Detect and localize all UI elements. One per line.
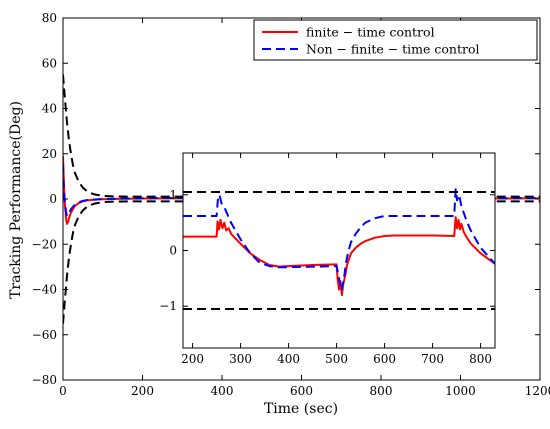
main-x-tick-label: 1000 bbox=[445, 384, 476, 398]
main-y-tick-label: 20 bbox=[42, 147, 57, 161]
y-axis-label: Tracking Performance(Deg) bbox=[8, 101, 24, 299]
inset-x-tick-label: 400 bbox=[277, 352, 300, 366]
inset-series-line-0 bbox=[183, 216, 495, 297]
main-x-tick-label: 1200 bbox=[525, 384, 550, 398]
x-axis-label: Time (sec) bbox=[264, 401, 338, 417]
legend-box bbox=[253, 19, 538, 61]
inset-x-tick-label: 300 bbox=[229, 352, 252, 366]
main-y-tick-label: 40 bbox=[42, 102, 57, 116]
inset-x-tick-label: 500 bbox=[325, 352, 348, 366]
main-x-tick-label: 200 bbox=[131, 384, 154, 398]
inset-y-tick-label: −1 bbox=[159, 299, 177, 313]
main-y-tick-label: 0 bbox=[49, 192, 57, 206]
inset-y-tick-label: 1 bbox=[169, 188, 177, 202]
inset-x-tick-label: 600 bbox=[373, 352, 396, 366]
main-y-tick-label: 60 bbox=[42, 56, 57, 70]
inset-series-line-1 bbox=[183, 188, 495, 292]
main-y-tick-label: −40 bbox=[32, 283, 57, 297]
main-y-tick-label: −60 bbox=[32, 328, 57, 342]
main-x-tick-label: 600 bbox=[290, 384, 313, 398]
inset-y-tick-label: 0 bbox=[169, 244, 177, 258]
main-x-tick-label: 800 bbox=[370, 384, 393, 398]
main-y-tick-label: −80 bbox=[32, 373, 57, 387]
legend: finite − time control Non − finite − time… bbox=[253, 19, 538, 61]
inset-plot-area bbox=[183, 153, 495, 348]
main-series-line-2 bbox=[63, 74, 540, 198]
legend-label-1: Non − finite − time control bbox=[306, 42, 480, 57]
inset-plot: 200 300 400 500 600 700 800 −1 0 1 bbox=[159, 152, 496, 366]
inset-x-tick-label: 700 bbox=[421, 352, 444, 366]
inset-x-tick-label: 200 bbox=[181, 352, 204, 366]
main-x-tick-label: 400 bbox=[211, 384, 234, 398]
inset-series-group bbox=[183, 188, 495, 310]
legend-label-0: finite − time control bbox=[306, 25, 435, 40]
main-x-tick-label: 0 bbox=[59, 384, 67, 398]
inset-x-tick-label: 800 bbox=[469, 352, 492, 366]
main-y-tick-label: −20 bbox=[32, 237, 57, 251]
main-y-tick-label: 80 bbox=[42, 11, 57, 25]
main-series-line-3 bbox=[63, 200, 540, 324]
